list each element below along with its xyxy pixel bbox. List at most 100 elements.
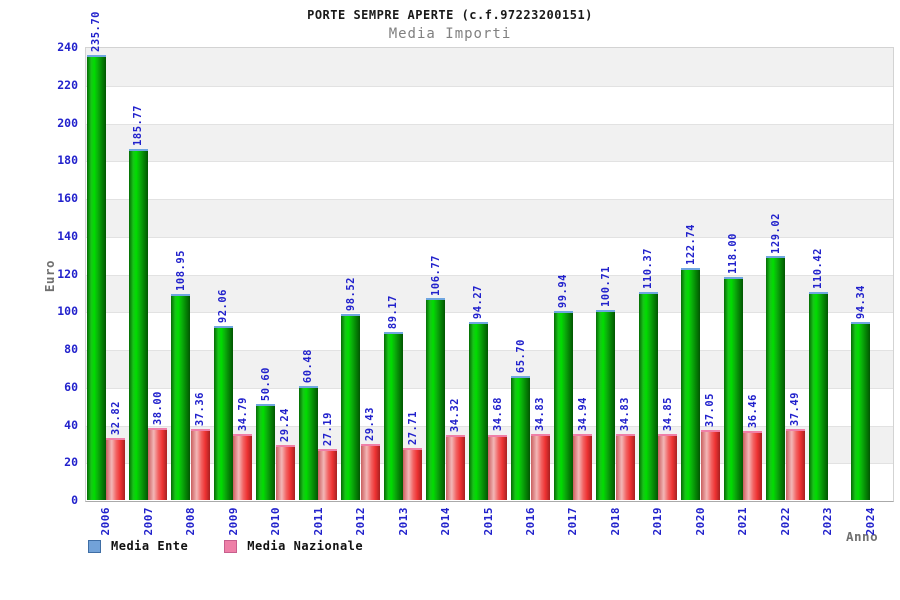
bar-media-nazionale [190, 429, 210, 500]
bar-value-label: 89.17 [387, 294, 400, 329]
bar-media-nazionale [700, 430, 720, 500]
bar-value-label: 110.42 [812, 247, 825, 289]
y-tick-label: 20 [64, 455, 78, 470]
bar-media-nazionale [530, 434, 550, 500]
x-tick-label: 2014 [439, 507, 453, 536]
bar-media-nazionale [360, 444, 380, 500]
bar-value-label: 29.43 [364, 407, 377, 442]
bar-media-nazionale [658, 434, 678, 500]
bar-value-label: 34.79 [236, 397, 249, 432]
plot-band [86, 199, 893, 237]
bar-value-label: 34.83 [619, 397, 632, 432]
x-tick-label: 2009 [226, 507, 240, 536]
bar-media-ente [426, 298, 446, 500]
y-tick-label: 80 [64, 342, 78, 356]
bar-value-label: 122.74 [684, 224, 697, 266]
y-tick-label: 180 [57, 153, 78, 168]
y-tick-label: 240 [57, 40, 78, 54]
bar-value-label: 27.71 [406, 410, 419, 445]
plot-band [86, 48, 893, 86]
bar-media-ente [723, 277, 743, 500]
x-tick-label: 2020 [693, 507, 707, 536]
plot-band [86, 236, 893, 275]
plot-band [86, 161, 893, 199]
x-tick-label: 2015 [481, 507, 495, 536]
bar-media-ente [341, 314, 361, 500]
x-tick-label: 2022 [778, 507, 792, 536]
bar-value-label: 65.70 [514, 338, 527, 373]
legend-label-media-nazionale: Media Nazionale [247, 539, 364, 553]
y-tick-label: 120 [57, 266, 78, 281]
plot-band [86, 85, 893, 124]
legend-label-media-ente: Media Ente [111, 539, 189, 553]
bar-value-label: 118.00 [727, 233, 740, 275]
bar-value-label: 94.34 [854, 284, 867, 319]
bar-media-ente [128, 149, 148, 500]
y-tick-label: 160 [57, 191, 78, 205]
x-tick-label: 2011 [311, 507, 325, 536]
y-tick-label: 0 [71, 493, 78, 507]
bar-media-ente [511, 375, 531, 500]
bar-value-label: 37.49 [789, 392, 802, 427]
x-tick-label: 2013 [396, 507, 410, 536]
bar-value-label: 36.46 [746, 394, 759, 429]
legend: Media Ente Media Nazionale [88, 539, 389, 553]
bar-value-label: 50.60 [259, 367, 272, 402]
bar-media-ente [86, 55, 106, 500]
bar-media-nazionale [488, 434, 508, 500]
x-tick-label: 2017 [566, 507, 580, 536]
x-tick-label: 2021 [736, 507, 750, 536]
x-tick-label: 2019 [651, 507, 665, 536]
bar-media-nazionale [275, 444, 295, 500]
chart-title: PORTE SEMPRE APERTE (c.f.97223200151) [307, 8, 593, 22]
y-tick-label: 60 [64, 379, 78, 394]
plot-band [86, 274, 893, 313]
y-tick-label: 40 [64, 417, 78, 432]
bar-media-nazionale [106, 438, 125, 500]
bar-media-nazionale [148, 428, 168, 500]
bar-value-label: 98.52 [344, 276, 357, 312]
plot-band [86, 123, 893, 162]
bar-value-label: 34.85 [661, 397, 674, 432]
bar-media-nazionale [445, 435, 465, 500]
bar-media-nazionale [573, 434, 593, 500]
y-tick-label: 200 [57, 115, 78, 130]
bar-media-ente [383, 331, 403, 500]
bar-media-ente [468, 322, 488, 500]
bar-media-ente [766, 256, 786, 500]
x-tick-label: 2018 [608, 507, 622, 536]
bar-media-ente [808, 291, 828, 500]
bar-value-label: 37.05 [704, 392, 717, 428]
x-tick-label: 2008 [184, 507, 198, 536]
legend-swatch-media-nazionale [224, 539, 238, 553]
bar-value-label: 108.95 [174, 250, 187, 292]
bar-value-label: 94.27 [472, 284, 485, 320]
x-tick-label: 2023 [821, 507, 835, 536]
bar-value-label: 110.37 [642, 247, 655, 289]
bar-value-label: 60.48 [302, 348, 315, 383]
y-tick-label: 220 [57, 77, 78, 92]
bar-media-ente [851, 321, 871, 500]
bar-value-label: 100.71 [599, 265, 612, 307]
bar-media-ente [213, 326, 233, 500]
y-tick-label: 100 [57, 304, 78, 319]
x-tick-label: 2012 [354, 507, 368, 536]
bar-media-ente [298, 385, 318, 500]
chart-subtitle: Media Importi [388, 26, 512, 42]
bar-value-label: 235.70 [90, 11, 102, 53]
bar-value-label: 34.32 [449, 398, 462, 433]
x-tick-label: 2006 [99, 507, 113, 536]
bar-media-nazionale [743, 431, 763, 500]
bar-media-ente [553, 311, 573, 500]
bar-value-label: 27.19 [321, 411, 334, 446]
x-tick-label: 2010 [269, 507, 283, 536]
bar-value-label: 32.82 [109, 400, 122, 436]
bar-media-nazionale [403, 447, 423, 500]
bar-value-label: 29.24 [279, 407, 292, 442]
bar-value-label: 99.94 [557, 274, 570, 309]
bar-media-ente [171, 294, 191, 500]
bar-value-label: 34.83 [534, 397, 547, 432]
bar-value-label: 38.00 [151, 391, 164, 426]
bar-media-ente [681, 268, 701, 500]
x-tick-label: 2016 [523, 507, 537, 536]
